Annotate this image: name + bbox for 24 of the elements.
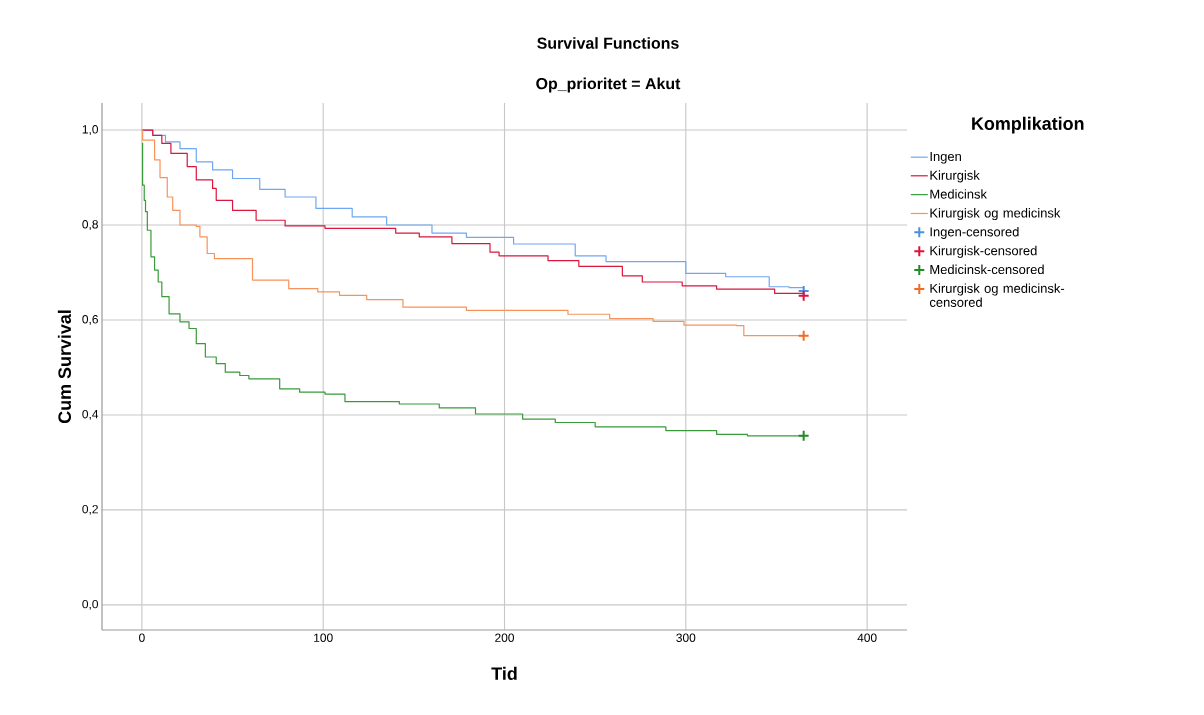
legend-title: Komplikation [972, 116, 1084, 134]
y-axis-title: Cum Survival [57, 310, 72, 424]
x-tick-label: 100 [314, 633, 333, 642]
y-tick-label: 1,0 [82, 125, 99, 135]
x-tick-label: 200 [495, 633, 515, 642]
y-tick-label: 0,6 [82, 315, 98, 325]
y-tick-label: 0,0 [82, 599, 99, 610]
legend-label: Kirurgisk og medicinsk [930, 208, 1061, 221]
chart-subtitle: Op_prioritet = Akut [536, 77, 681, 93]
y-tick-label: 0,4 [82, 409, 99, 420]
x-tick-label: 0 [139, 633, 145, 642]
legend-label: Medicinsk-censored [930, 264, 1044, 275]
x-axis-title: Tid [491, 666, 517, 680]
legend-label: Kirurgisk [930, 170, 980, 183]
y-tick-label: 0,2 [82, 504, 98, 515]
chart-title: Survival Functions [537, 37, 679, 49]
x-tick-label: 300 [676, 633, 696, 642]
legend-label: Ingen-censored [930, 226, 1019, 239]
legend-label: Ingen [930, 151, 961, 164]
x-tick-label: 400 [857, 633, 877, 642]
legend-label: Medicinsk [930, 189, 987, 199]
legend-label: Kirurgisk og medicinsk-censored [929, 283, 1065, 307]
y-tick-label: 0,8 [82, 220, 98, 230]
legend-label: Kirurgisk-censored [930, 245, 1037, 258]
